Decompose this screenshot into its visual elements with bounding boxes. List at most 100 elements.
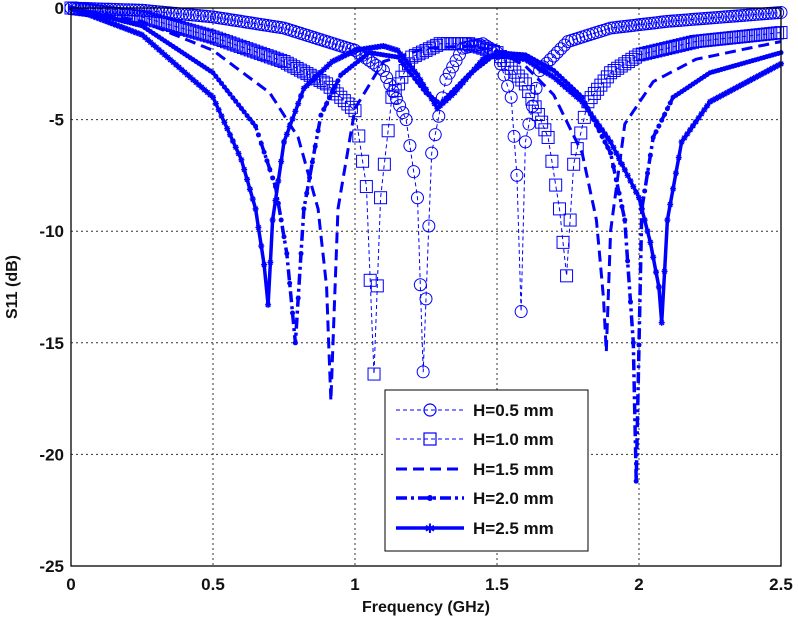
- y-tick-label: 0: [55, 0, 64, 18]
- star-marker-icon: [451, 89, 458, 96]
- star-marker-icon: [582, 102, 589, 109]
- star-marker-icon: [221, 119, 228, 126]
- square-marker-icon: [462, 37, 476, 51]
- square-marker-icon: [528, 100, 542, 114]
- star-marker-icon: [269, 217, 276, 224]
- dot-marker-icon: [213, 73, 219, 79]
- star-marker-icon: [431, 100, 438, 107]
- star-marker-icon: [599, 126, 606, 133]
- circle-marker-icon: [446, 60, 460, 74]
- star-marker-icon: [386, 44, 393, 51]
- dot-marker-icon: [602, 139, 608, 145]
- x-tick-label: 1.5: [485, 575, 509, 594]
- star-marker-icon: [164, 54, 171, 61]
- star-marker-icon: [93, 14, 100, 21]
- star-marker-icon: [766, 66, 773, 73]
- star-marker-icon: [465, 73, 472, 80]
- square-marker-icon: [395, 70, 409, 84]
- star-marker-icon: [755, 72, 762, 79]
- dot-marker-icon: [642, 188, 648, 194]
- star-marker-icon: [607, 138, 614, 145]
- square-marker-icon: [662, 41, 676, 55]
- circle-marker-icon: [419, 292, 433, 306]
- star-marker-icon: [664, 217, 671, 224]
- series-h-2-5-mm: [68, 5, 784, 326]
- star-marker-icon: [70, 6, 77, 13]
- square-marker-icon: [567, 157, 581, 171]
- dot-marker-icon: [278, 217, 284, 223]
- y-axis-label: S11 (dB): [4, 255, 21, 319]
- circle-marker-icon: [741, 8, 755, 22]
- star-marker-icon: [136, 30, 143, 37]
- square-marker-icon: [196, 27, 210, 41]
- star-marker-icon: [265, 301, 272, 308]
- star-marker-icon: [760, 69, 767, 76]
- series-h-2-0-mm: [68, 5, 784, 484]
- x-tick-label: 0.5: [201, 575, 225, 594]
- square-marker-icon: [284, 58, 298, 72]
- star-marker-icon: [283, 131, 290, 138]
- circle-marker-icon: [624, 19, 638, 33]
- dot-marker-icon: [230, 95, 236, 101]
- star-marker-icon: [420, 81, 427, 88]
- x-tick-label: 2.5: [769, 575, 793, 594]
- star-marker-icon: [462, 76, 469, 83]
- star-marker-icon: [596, 122, 603, 129]
- star-marker-icon: [533, 63, 540, 70]
- star-marker-icon: [579, 98, 586, 105]
- circle-marker-icon: [373, 61, 387, 75]
- star-marker-icon: [198, 84, 205, 91]
- star-marker-icon: [479, 56, 486, 63]
- dot-marker-icon: [627, 299, 633, 305]
- circle-marker-icon: [510, 168, 524, 182]
- star-marker-icon: [709, 97, 716, 104]
- square-marker-icon: [408, 48, 422, 62]
- dot-marker-icon: [647, 152, 653, 158]
- star-marker-icon: [562, 84, 569, 91]
- star-marker-icon: [96, 15, 103, 22]
- star-marker-icon: [241, 166, 248, 173]
- star-marker-icon: [459, 79, 466, 86]
- star-marker-icon: [388, 45, 395, 52]
- star-marker-icon: [337, 54, 344, 61]
- square-marker-icon: [203, 29, 217, 43]
- square-marker-icon: [370, 279, 384, 293]
- dot-marker-icon: [335, 78, 341, 84]
- star-marker-icon: [738, 82, 745, 89]
- star-marker-icon: [423, 86, 429, 93]
- dot-marker-icon: [619, 204, 625, 210]
- star-marker-icon: [315, 71, 322, 78]
- square-marker-icon: [209, 31, 223, 45]
- circle-marker-icon: [393, 99, 407, 113]
- square-marker-icon: [162, 18, 176, 32]
- star-marker-icon: ✱: [425, 522, 436, 537]
- square-marker-icon: [359, 180, 373, 194]
- circle-marker-icon: [428, 128, 442, 142]
- circle-marker-icon: [186, 8, 200, 22]
- circle-marker-icon: [432, 109, 446, 123]
- square-marker-icon: [430, 38, 444, 52]
- square-marker-icon: [352, 129, 366, 143]
- dot-marker-icon: [326, 95, 332, 101]
- square-marker-icon: [367, 367, 381, 381]
- star-marker-icon: [79, 9, 86, 16]
- star-marker-icon: [425, 91, 432, 98]
- square-marker-icon: [621, 55, 635, 69]
- circle-marker-icon: [182, 8, 196, 22]
- circle-marker-icon: [423, 403, 437, 417]
- square-marker-icon: [297, 65, 311, 79]
- dot-marker-icon: [633, 478, 639, 484]
- square-marker-icon: [538, 123, 552, 137]
- y-tick-label: -10: [39, 222, 64, 241]
- star-marker-icon: [482, 55, 489, 62]
- star-marker-icon: [127, 27, 134, 34]
- legend-item-h10: H=1.0 mm: [396, 430, 554, 449]
- star-marker-icon: [616, 155, 623, 162]
- star-marker-icon: [655, 284, 662, 290]
- star-marker-icon: [102, 17, 109, 24]
- square-marker-icon: [675, 38, 689, 52]
- square-marker-icon: [250, 45, 264, 59]
- star-marker-icon: [621, 166, 628, 173]
- square-marker-icon: [635, 47, 649, 61]
